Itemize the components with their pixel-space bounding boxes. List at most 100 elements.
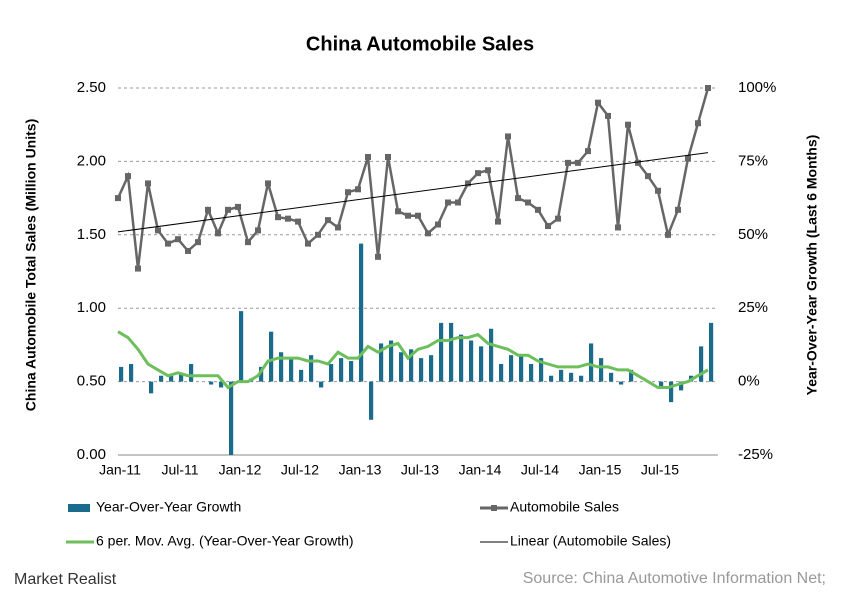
marker bbox=[265, 180, 271, 187]
bar bbox=[439, 322, 444, 382]
marker bbox=[195, 239, 201, 246]
bar bbox=[629, 369, 634, 382]
trend-line bbox=[117, 152, 709, 233]
marker bbox=[565, 159, 571, 166]
marker bbox=[245, 239, 251, 246]
marker bbox=[255, 227, 261, 234]
marker bbox=[345, 189, 351, 196]
bar bbox=[539, 358, 544, 382]
x-tick-label: Jul-14 bbox=[521, 462, 559, 478]
y2-tick-label: 0% bbox=[738, 373, 760, 390]
bar bbox=[509, 355, 514, 382]
marker bbox=[315, 231, 321, 238]
marker bbox=[435, 221, 441, 228]
bar bbox=[449, 322, 454, 382]
marker bbox=[475, 170, 481, 177]
y-tick-label: 0.50 bbox=[77, 373, 106, 390]
bar bbox=[239, 311, 244, 382]
bar bbox=[599, 358, 604, 382]
bar bbox=[289, 358, 294, 382]
bar bbox=[549, 375, 554, 382]
marker bbox=[285, 215, 291, 222]
marker bbox=[365, 153, 371, 160]
marker bbox=[295, 218, 301, 225]
marker bbox=[385, 153, 391, 160]
marker bbox=[155, 227, 161, 234]
bar bbox=[359, 243, 364, 382]
marker bbox=[335, 224, 341, 231]
x-tick-label: Jan-14 bbox=[459, 462, 502, 478]
marker bbox=[575, 159, 581, 166]
bar bbox=[329, 363, 334, 382]
marker bbox=[655, 187, 661, 194]
legend-label: Year-Over-Year Growth bbox=[96, 499, 241, 515]
marker bbox=[555, 215, 561, 222]
marker bbox=[405, 212, 411, 219]
marker bbox=[355, 186, 361, 193]
x-tick-label: Jul-12 bbox=[281, 462, 319, 478]
marker bbox=[225, 206, 231, 213]
bar bbox=[669, 381, 674, 403]
bar bbox=[339, 358, 344, 382]
bar bbox=[149, 381, 154, 394]
y-tick-label: 2.50 bbox=[77, 79, 106, 96]
y2-tick-label: 50% bbox=[738, 226, 768, 243]
marker bbox=[675, 206, 681, 213]
bar bbox=[399, 352, 404, 382]
y-tick-label: 2.00 bbox=[77, 152, 106, 169]
bar bbox=[679, 381, 684, 391]
marker bbox=[705, 85, 711, 91]
y-axis-label: China Automobile Total Sales (Million Un… bbox=[23, 119, 39, 411]
bar bbox=[589, 343, 594, 382]
marker bbox=[535, 206, 541, 213]
marker bbox=[665, 231, 671, 238]
legend-marker bbox=[491, 505, 497, 511]
marker bbox=[495, 218, 501, 225]
bar bbox=[619, 381, 624, 385]
marker bbox=[115, 195, 121, 202]
legend-label: 6 per. Mov. Avg. (Year-Over-Year Growth) bbox=[96, 533, 354, 549]
y-tick-label: 0.00 bbox=[77, 446, 106, 463]
bar bbox=[389, 340, 394, 382]
bar bbox=[269, 331, 274, 382]
marker bbox=[485, 167, 491, 174]
bar bbox=[189, 363, 194, 382]
marker bbox=[585, 148, 591, 155]
marker bbox=[625, 121, 631, 128]
marker bbox=[325, 217, 331, 224]
bar bbox=[279, 352, 284, 382]
marker bbox=[635, 159, 641, 166]
marker bbox=[175, 236, 181, 243]
bar bbox=[659, 381, 664, 388]
y2-tick-label: -25% bbox=[738, 446, 773, 463]
y2-tick-label: 75% bbox=[738, 152, 768, 169]
bar bbox=[479, 346, 484, 382]
x-tick-label: Jan-13 bbox=[339, 462, 382, 478]
marker bbox=[125, 173, 131, 180]
marker bbox=[465, 180, 471, 187]
marker bbox=[545, 222, 551, 229]
marker bbox=[645, 173, 651, 180]
bar bbox=[159, 375, 164, 382]
marker bbox=[135, 265, 141, 272]
bar bbox=[409, 349, 414, 382]
marker bbox=[395, 208, 401, 215]
bar bbox=[229, 381, 234, 455]
bar bbox=[179, 372, 184, 382]
legend-label: Linear (Automobile Sales) bbox=[510, 533, 671, 549]
bar bbox=[419, 358, 424, 382]
x-tick-label: Jul-11 bbox=[161, 462, 198, 478]
y2-tick-label: 100% bbox=[738, 79, 776, 96]
marker bbox=[425, 230, 431, 237]
bar bbox=[259, 366, 264, 382]
marker bbox=[455, 199, 461, 206]
bar bbox=[699, 346, 704, 382]
marker bbox=[505, 133, 511, 140]
bar bbox=[219, 381, 224, 388]
x-tick-label: Jan-12 bbox=[219, 462, 262, 478]
legend-label: Automobile Sales bbox=[510, 499, 619, 515]
marker bbox=[595, 99, 601, 106]
bar bbox=[469, 340, 474, 382]
line bbox=[117, 330, 709, 390]
